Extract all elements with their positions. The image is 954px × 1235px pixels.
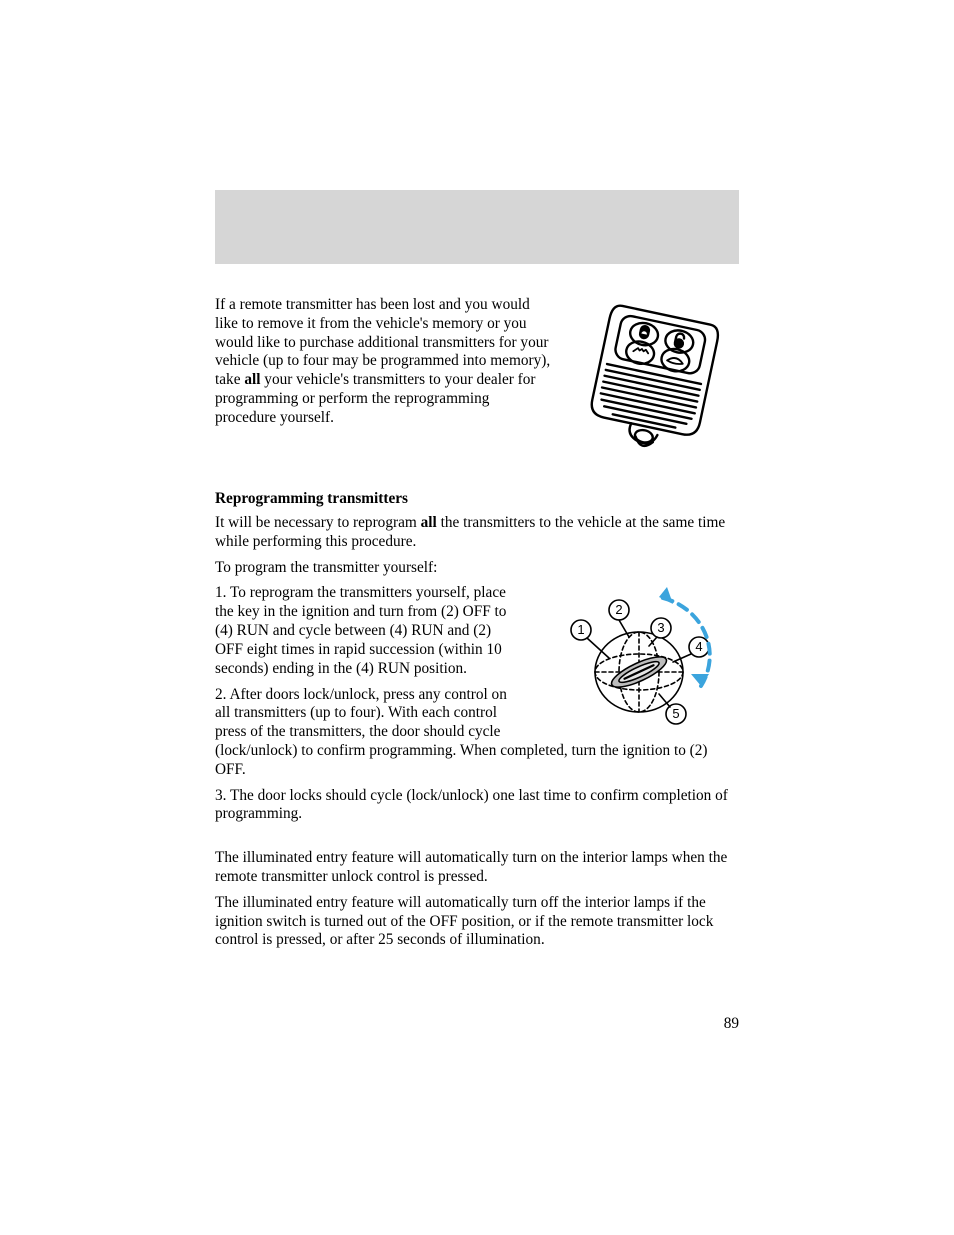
illuminated-entry-off: The illuminated entry feature will autom… <box>215 894 739 950</box>
ignition-pos-5: 5 <box>672 706 679 721</box>
page-content: If a remote transmitter has been lost an… <box>215 296 739 957</box>
keyfob-figure <box>569 296 739 476</box>
spacer <box>215 831 739 849</box>
keyfob-icon <box>569 296 739 471</box>
page-number: 89 <box>215 1015 739 1033</box>
reprog-p1-bold: all <box>421 514 437 531</box>
ignition-pos-3: 3 <box>657 620 664 635</box>
reprogramming-heading: Reprogramming transmitters <box>215 490 739 508</box>
ignition-figure: 1 2 3 4 5 <box>539 584 739 739</box>
ignition-pos-1: 1 <box>577 622 584 637</box>
ignition-icon: 1 2 3 4 5 <box>539 584 739 734</box>
reprog-p1-pre: It will be necessary to reprogram <box>215 514 421 531</box>
ignition-pos-2: 2 <box>615 602 622 617</box>
manual-page: If a remote transmitter has been lost an… <box>0 0 954 1235</box>
reprog-intro-line: To program the transmitter yourself: <box>215 559 739 578</box>
header-bar <box>215 190 739 264</box>
intro-text-post: your vehicle's transmitters to your deal… <box>215 371 536 426</box>
ignition-pos-4: 4 <box>695 639 702 654</box>
illuminated-entry-on: The illuminated entry feature will autom… <box>215 849 739 887</box>
intro-text-bold: all <box>244 371 260 388</box>
step-3: 3. The door locks should cycle (lock/unl… <box>215 787 739 825</box>
reprog-necessity-paragraph: It will be necessary to reprogram all th… <box>215 514 739 552</box>
